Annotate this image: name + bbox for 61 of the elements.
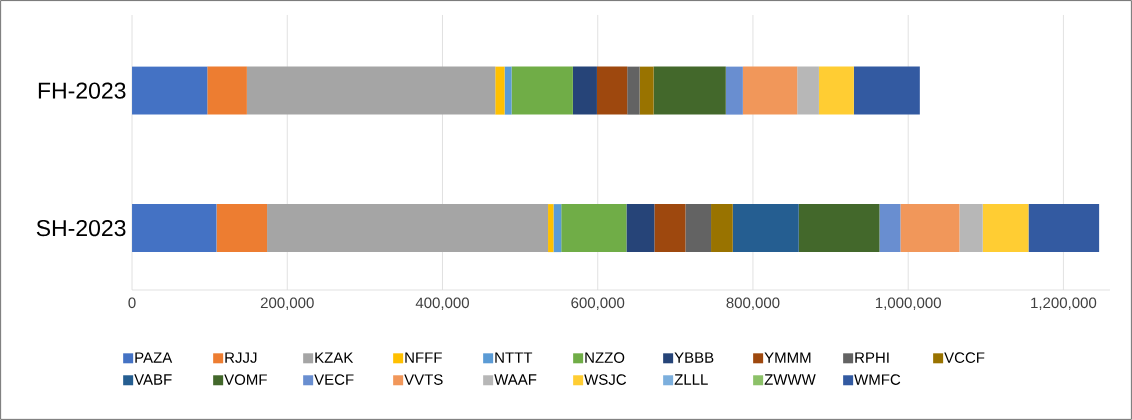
legend-label: ZLLL bbox=[674, 374, 708, 385]
bar bbox=[511, 66, 573, 115]
bar bbox=[495, 66, 505, 115]
bar bbox=[711, 204, 733, 253]
legend-label: VCCF bbox=[944, 352, 985, 363]
bar bbox=[959, 204, 983, 253]
bar bbox=[797, 66, 819, 115]
legend-label: VOMF bbox=[224, 374, 267, 385]
bar bbox=[653, 66, 726, 115]
x-tick-label: 800,000 bbox=[726, 297, 780, 310]
bar bbox=[654, 204, 686, 253]
legend-label: NZZO bbox=[585, 352, 625, 363]
legend-label: ZWWW bbox=[764, 374, 816, 385]
bar bbox=[627, 66, 640, 115]
legend-label: RPHI bbox=[855, 352, 889, 363]
bar bbox=[553, 204, 562, 253]
bar bbox=[900, 204, 960, 253]
bar bbox=[504, 66, 512, 115]
bar bbox=[879, 204, 901, 253]
legend-label: KZAK bbox=[315, 352, 354, 363]
x-tick-label: 1,000,000 bbox=[875, 297, 941, 310]
legend-label: NFFF bbox=[405, 352, 442, 363]
legend-label: VVTS bbox=[404, 374, 443, 385]
x-tick-label: 1,200,000 bbox=[1031, 297, 1097, 310]
bar bbox=[818, 66, 854, 115]
bar bbox=[742, 66, 798, 115]
legend-label: YBBB bbox=[674, 352, 714, 363]
bar bbox=[725, 66, 743, 115]
legend-label: RJJJ bbox=[225, 352, 257, 363]
bar bbox=[853, 66, 920, 115]
bar bbox=[572, 66, 597, 115]
bar bbox=[216, 204, 268, 253]
bar bbox=[626, 204, 655, 253]
x-tick-label: 600,000 bbox=[571, 297, 625, 310]
bar bbox=[548, 204, 554, 253]
x-tick-label: 400,000 bbox=[415, 297, 469, 310]
x-tick-label: 200,000 bbox=[260, 297, 314, 310]
bar bbox=[132, 66, 208, 115]
bar bbox=[246, 66, 496, 115]
bar bbox=[798, 204, 880, 253]
bar bbox=[267, 204, 549, 253]
legend-label: WSJC bbox=[584, 374, 627, 385]
legend-label: VECF bbox=[314, 374, 354, 385]
legend-label: PAZA bbox=[135, 352, 173, 363]
bar bbox=[596, 66, 628, 115]
bar bbox=[207, 66, 247, 115]
bar bbox=[685, 204, 712, 253]
legend-label: WMFC bbox=[854, 374, 901, 385]
bar bbox=[132, 204, 217, 253]
x-tick-label: 0 bbox=[128, 297, 136, 309]
bar bbox=[561, 204, 627, 253]
legend-label: VABF bbox=[134, 374, 172, 385]
legend-label: YMMM bbox=[764, 352, 811, 363]
y-tick-label: SH-2023 bbox=[36, 219, 126, 237]
legend-label: NTTT bbox=[495, 352, 533, 363]
bar bbox=[639, 66, 654, 115]
bar bbox=[732, 204, 799, 253]
bar bbox=[1028, 204, 1100, 253]
bar bbox=[982, 204, 1029, 253]
legend-label: WAAF bbox=[494, 374, 537, 385]
y-tick-label: FH-2023 bbox=[38, 82, 126, 99]
